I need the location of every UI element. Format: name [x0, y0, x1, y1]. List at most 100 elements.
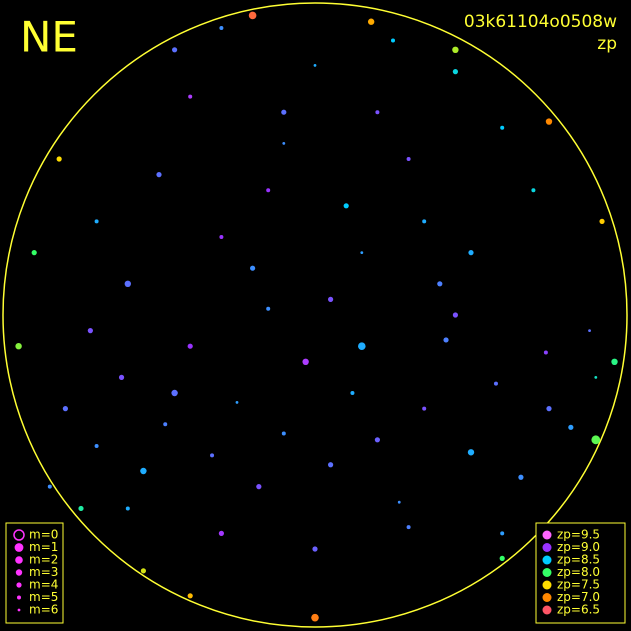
star — [302, 358, 309, 365]
star — [47, 484, 52, 489]
star — [500, 125, 505, 130]
star — [218, 530, 224, 537]
magnitude-legend-symbol — [17, 595, 21, 600]
star — [171, 389, 178, 397]
chart-title: NE — [20, 13, 78, 62]
zp-legend-symbol — [542, 555, 552, 565]
magnitude-legend-symbol — [16, 582, 22, 588]
star — [452, 69, 458, 75]
star — [210, 453, 215, 458]
star — [78, 505, 84, 512]
magnitude-legend-box — [5, 522, 64, 624]
star — [62, 406, 68, 412]
magnitude-legend-symbol — [17, 608, 21, 612]
star — [594, 376, 598, 379]
star — [172, 47, 178, 53]
zp-legend-label: zp=8.5 — [557, 553, 600, 567]
star — [163, 422, 168, 427]
star — [452, 312, 458, 318]
star — [599, 218, 605, 224]
magnitude-legend-label: m=0 — [29, 528, 58, 542]
star — [140, 568, 146, 574]
star — [156, 172, 162, 178]
magnitude-legend-symbol — [15, 569, 23, 576]
magnitude-legend-symbol — [13, 529, 25, 541]
frame-label: 03k61104o0508w — [464, 12, 617, 32]
star — [87, 328, 93, 334]
star — [94, 219, 99, 224]
star — [282, 142, 286, 145]
star — [406, 157, 411, 161]
star — [281, 431, 286, 436]
zp-legend-label: zp=8.0 — [557, 565, 600, 579]
magnitude-legend-label: m=2 — [29, 553, 58, 567]
zp-legend-symbol — [542, 568, 552, 577]
star — [250, 265, 256, 271]
star — [452, 46, 459, 53]
magnitude-legend-label: m=1 — [29, 540, 58, 554]
subtitle: zp — [597, 34, 617, 54]
star — [422, 219, 427, 224]
magnitude-legend-symbol — [14, 543, 24, 552]
zp-legend-label: zp=9.0 — [557, 540, 600, 554]
star — [140, 467, 147, 475]
star — [187, 343, 193, 349]
star — [422, 406, 427, 411]
star — [546, 406, 552, 412]
magnitude-legend-label: m=3 — [29, 565, 58, 579]
zp-legend-symbol — [542, 605, 552, 615]
star — [467, 449, 475, 456]
zp-legend-symbol — [542, 530, 552, 540]
star — [15, 343, 22, 350]
star — [311, 613, 319, 622]
star — [31, 250, 37, 256]
star — [124, 280, 131, 287]
zp-legend-symbol — [542, 543, 552, 552]
star — [543, 350, 548, 355]
star — [568, 424, 574, 430]
star — [611, 358, 618, 365]
zp-legend-label: zp=6.5 — [557, 603, 600, 617]
magnitude-legend-label: m=6 — [29, 603, 58, 617]
star — [118, 374, 125, 380]
star — [391, 38, 395, 43]
star — [219, 25, 224, 30]
star — [406, 525, 411, 530]
star — [493, 381, 498, 386]
star — [313, 64, 317, 67]
star — [375, 110, 380, 115]
star — [281, 109, 287, 115]
star — [437, 281, 443, 287]
star — [350, 391, 355, 395]
star — [343, 203, 349, 209]
magnitude-legend-symbol — [15, 556, 23, 564]
star — [374, 437, 380, 443]
star — [188, 94, 193, 99]
star — [248, 11, 257, 20]
star — [358, 342, 366, 351]
star — [531, 188, 536, 193]
star — [500, 531, 505, 536]
star — [125, 506, 130, 511]
star — [397, 500, 401, 504]
star — [235, 400, 239, 404]
star — [266, 306, 271, 311]
star — [367, 18, 375, 25]
zp-legend-label: zp=7.5 — [557, 578, 600, 592]
zp-legend-symbol — [542, 593, 552, 602]
zp-legend-symbol — [542, 580, 552, 590]
star — [94, 444, 99, 449]
star — [591, 435, 601, 445]
star — [56, 156, 62, 162]
star — [312, 546, 318, 552]
zp-legend-label: zp=7.0 — [557, 590, 600, 604]
star — [219, 235, 224, 239]
star — [328, 462, 334, 468]
zp-legend-label: zp=9.5 — [557, 528, 600, 542]
star — [187, 593, 193, 599]
star — [545, 118, 553, 125]
